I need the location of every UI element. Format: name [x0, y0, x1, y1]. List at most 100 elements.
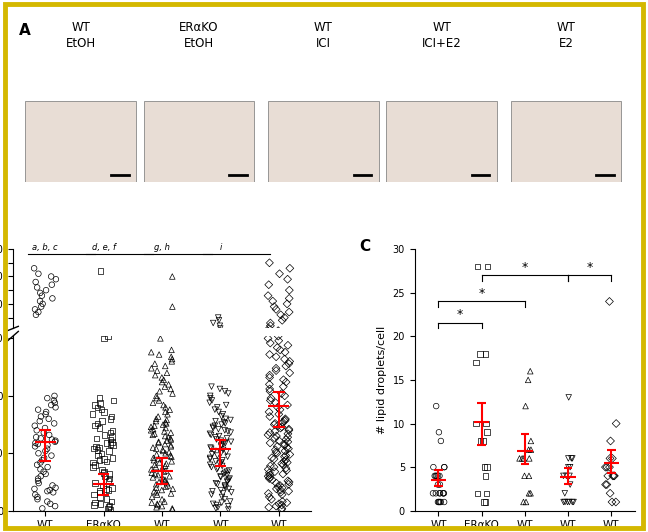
Point: [51, 116, 61, 124]
Point: [518, 498, 529, 506]
Point: [210, 433, 220, 442]
Point: [95, 348, 105, 357]
Point: [34, 479, 44, 487]
Point: [38, 468, 49, 476]
Point: [160, 345, 170, 353]
Point: [146, 330, 156, 339]
Point: [221, 448, 231, 456]
Point: [283, 437, 293, 446]
Point: [38, 300, 48, 308]
Point: [154, 352, 164, 360]
Point: [562, 498, 573, 506]
Point: [51, 343, 61, 352]
Point: [41, 286, 51, 294]
Point: [29, 70, 40, 78]
Point: [220, 439, 231, 447]
Point: [276, 368, 286, 376]
Point: [207, 422, 218, 431]
Point: [433, 471, 443, 480]
Point: [265, 462, 275, 470]
Point: [519, 471, 529, 480]
Point: [525, 367, 535, 376]
Point: [282, 498, 292, 507]
Point: [89, 491, 99, 499]
Point: [211, 479, 221, 487]
Point: [103, 368, 113, 376]
Point: [32, 365, 43, 373]
Point: [160, 476, 170, 484]
Point: [273, 410, 284, 419]
Point: [149, 363, 159, 372]
Point: [97, 449, 107, 458]
Point: [480, 498, 491, 506]
Point: [47, 280, 57, 289]
Point: [152, 341, 162, 350]
Point: [37, 504, 47, 513]
Point: [214, 459, 225, 468]
Point: [567, 454, 577, 463]
Point: [263, 327, 273, 336]
Point: [157, 486, 167, 494]
Point: [95, 365, 105, 373]
Point: [42, 463, 52, 471]
Point: [206, 491, 216, 499]
Point: [165, 451, 176, 460]
Point: [97, 358, 107, 367]
Point: [282, 219, 292, 228]
Point: [35, 358, 45, 367]
Point: [47, 481, 58, 489]
Point: [206, 350, 216, 359]
Point: [150, 360, 160, 368]
Point: [205, 340, 215, 349]
Point: [158, 343, 168, 351]
Point: [275, 364, 286, 372]
Point: [38, 219, 48, 228]
Point: [30, 352, 41, 360]
Point: [39, 428, 49, 437]
Point: [565, 480, 575, 489]
Point: [281, 334, 291, 342]
Point: [104, 486, 114, 494]
Point: [154, 455, 164, 463]
Point: [104, 367, 115, 376]
Point: [94, 456, 104, 464]
Point: [279, 453, 290, 461]
Point: [154, 361, 164, 370]
Point: [36, 351, 46, 359]
Point: [208, 367, 218, 375]
Point: [277, 348, 287, 356]
Point: [166, 353, 176, 361]
Point: [89, 364, 99, 373]
Point: [151, 347, 161, 355]
Point: [264, 503, 274, 512]
Point: [89, 348, 100, 356]
Point: [160, 432, 170, 440]
Point: [157, 336, 167, 345]
Point: [152, 491, 162, 499]
Point: [472, 262, 483, 271]
FancyBboxPatch shape: [144, 102, 254, 181]
Point: [30, 439, 41, 447]
Point: [214, 385, 225, 393]
Point: [272, 442, 283, 451]
Point: [283, 329, 293, 337]
Point: [161, 424, 171, 433]
Point: [269, 420, 279, 429]
Point: [156, 334, 166, 343]
Point: [34, 347, 45, 355]
Point: [273, 362, 283, 371]
Point: [223, 349, 233, 358]
Point: [30, 242, 40, 251]
Point: [278, 461, 288, 469]
Point: [281, 456, 291, 464]
Point: [146, 358, 156, 367]
Point: [284, 335, 295, 344]
Point: [212, 480, 222, 488]
Point: [51, 351, 61, 360]
Point: [210, 351, 220, 359]
Point: [264, 360, 275, 369]
Point: [105, 435, 115, 444]
Point: [279, 392, 290, 400]
Point: [524, 445, 534, 454]
Point: [103, 361, 113, 369]
